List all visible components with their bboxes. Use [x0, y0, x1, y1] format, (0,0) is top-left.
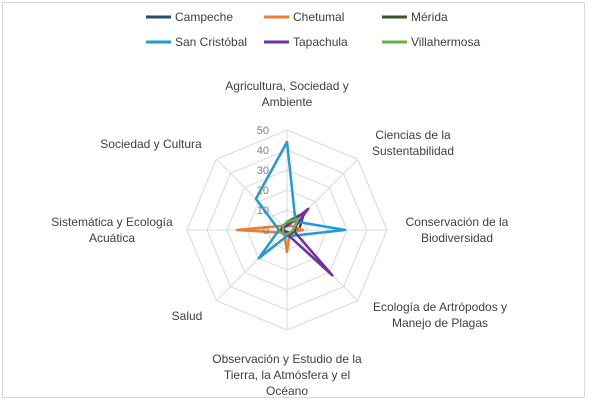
- axis-label-5: Salud: [172, 309, 203, 323]
- legend-item-villahermosa: Villahermosa: [382, 35, 480, 49]
- legend-item-san-crist-bal: San Cristóbal: [146, 35, 247, 49]
- tick-label-50: 50: [257, 125, 269, 137]
- tick-label-20: 20: [257, 185, 269, 197]
- series-villahermosa: [281, 217, 300, 236]
- axis-label-7: Sociedad y Cultura: [100, 137, 202, 151]
- tick-label-0: 0: [263, 225, 269, 237]
- spoke-5: [215, 229, 288, 302]
- series-tapachula: [281, 207, 334, 277]
- axis-label-6: Sistemática y Ecología Acuática: [51, 215, 173, 245]
- series-san-crist-bal: [254, 140, 347, 260]
- axis-label-3: Ecología de Artrópodos y Manejo de Plagas: [373, 300, 507, 330]
- series-layer: [235, 140, 347, 277]
- legend-label: Villahermosa: [411, 35, 480, 49]
- axis-labels: Agricultura, Sociedad y Ambiente Ciencias …: [51, 79, 508, 398]
- legend-label: Chetumal: [293, 10, 344, 24]
- radar-spokes: [187, 130, 387, 330]
- legend-item-m-rida: Mérida: [382, 10, 448, 24]
- legend-item-campeche: Campeche: [146, 10, 233, 24]
- axis-label-0: Agricultura, Sociedad y Ambiente: [225, 79, 348, 109]
- tick-label-40: 40: [257, 145, 269, 157]
- tick-labels: 0 10 20 30 40 50: [257, 125, 269, 237]
- tick-label-30: 30: [257, 165, 269, 177]
- tick-label-10: 10: [257, 205, 269, 217]
- legend: Campeche Chetumal Mérida San Cristóbal Tapac…: [146, 10, 480, 49]
- axis-label-4: Observación y Estudio de la Tierra, la At…: [212, 352, 362, 398]
- legend-label: Tapachula: [293, 35, 348, 49]
- legend-label: San Cristóbal: [175, 35, 247, 49]
- legend-item-chetumal: Chetumal: [264, 10, 344, 24]
- legend-label: Campeche: [175, 10, 233, 24]
- legend-label: Mérida: [411, 10, 448, 24]
- axis-label-2: Conservación de la Biodiversidad: [406, 215, 509, 245]
- legend-item-tapachula: Tapachula: [264, 35, 348, 49]
- spoke-7: [215, 158, 288, 231]
- axis-label-1: Ciencias de la Sustentabilidad: [372, 128, 454, 158]
